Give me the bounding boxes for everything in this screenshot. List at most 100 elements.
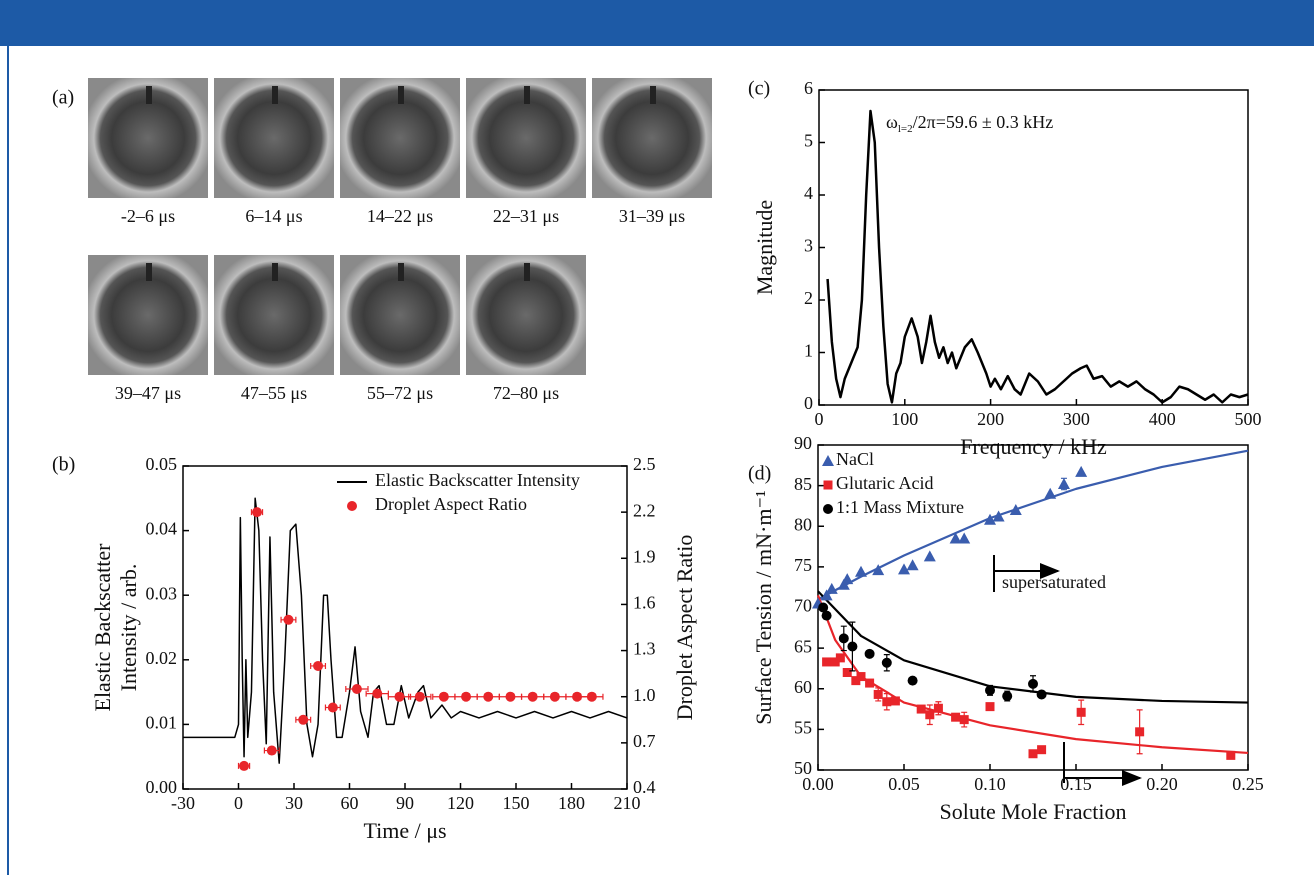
point bbox=[438, 691, 449, 702]
point bbox=[1028, 749, 1038, 759]
legend-swatch bbox=[823, 504, 833, 514]
image-label: 39–47 μs bbox=[115, 383, 181, 403]
x-tick-label: 150 bbox=[503, 793, 530, 813]
image-label: 6–14 μs bbox=[245, 206, 302, 226]
y2-tick-label: 0.7 bbox=[633, 731, 656, 751]
y-tick-label: 3 bbox=[804, 236, 813, 256]
point bbox=[825, 582, 838, 594]
point bbox=[864, 648, 875, 659]
point bbox=[865, 678, 875, 688]
y2-tick-label: 1.0 bbox=[633, 685, 656, 705]
x-tick-label: 120 bbox=[447, 793, 474, 813]
image-label: 47–55 μs bbox=[241, 383, 307, 403]
point bbox=[1037, 745, 1047, 755]
point bbox=[483, 691, 494, 702]
image-tint bbox=[398, 86, 404, 104]
point bbox=[881, 657, 892, 668]
image-tint bbox=[272, 263, 278, 281]
image-label: 31–39 μs bbox=[619, 206, 685, 226]
point bbox=[414, 691, 425, 702]
y-axis-title: Elastic Backscatter bbox=[90, 543, 115, 712]
point bbox=[372, 688, 383, 699]
point bbox=[992, 510, 1005, 522]
point bbox=[925, 710, 935, 720]
point bbox=[818, 602, 829, 613]
y-tick-label: 0.05 bbox=[146, 454, 178, 474]
legend-swatch bbox=[822, 455, 834, 466]
y-tick-label: 2 bbox=[804, 288, 813, 308]
point bbox=[830, 657, 840, 667]
point bbox=[855, 565, 867, 577]
x-tick-label: 0 bbox=[815, 409, 824, 429]
point bbox=[313, 660, 324, 671]
annotation-symbol: ω bbox=[886, 112, 898, 132]
y-tick-label: 85 bbox=[794, 474, 812, 494]
point bbox=[527, 691, 538, 702]
y-tick-label: 75 bbox=[794, 555, 812, 575]
legend-swatch bbox=[823, 480, 833, 490]
point bbox=[916, 704, 926, 714]
image-tint bbox=[272, 86, 278, 104]
y2-tick-label: 1.9 bbox=[633, 546, 656, 566]
point bbox=[985, 702, 995, 712]
y-tick-label: 65 bbox=[794, 636, 812, 656]
y-tick-label: 0.04 bbox=[146, 519, 178, 539]
legend-label: Droplet Aspect Ratio bbox=[375, 494, 527, 514]
legend-label: Glutaric Acid bbox=[836, 473, 933, 493]
y-tick-label: 90 bbox=[794, 433, 812, 453]
x-tick-label: 500 bbox=[1235, 409, 1262, 429]
y-axis-title: Intensity / arb. bbox=[116, 564, 141, 692]
legend-label: Elastic Backscatter Intensity bbox=[375, 470, 580, 490]
plot-frame bbox=[817, 444, 1249, 771]
panel-label: (c) bbox=[748, 78, 770, 100]
x-tick-label: 90 bbox=[396, 793, 414, 813]
annotation-subscript: l=2 bbox=[898, 123, 913, 135]
panel-label: (d) bbox=[748, 463, 771, 485]
x-tick-label: 300 bbox=[1063, 409, 1090, 429]
panel-label: (a) bbox=[52, 87, 74, 109]
y2-tick-label: 0.4 bbox=[633, 777, 656, 797]
y2-tick-label: 2.5 bbox=[633, 454, 656, 474]
x-tick-label: 200 bbox=[977, 409, 1004, 429]
x-tick-label: 180 bbox=[558, 793, 585, 813]
x-tick-label: 100 bbox=[891, 409, 918, 429]
point bbox=[1002, 691, 1013, 702]
plot-frame bbox=[818, 89, 1249, 406]
point bbox=[949, 532, 962, 544]
point bbox=[958, 532, 971, 544]
point bbox=[252, 507, 262, 518]
x-tick-label: 60 bbox=[341, 793, 359, 813]
point bbox=[890, 696, 900, 706]
y-tick-label: 55 bbox=[794, 718, 812, 738]
x-axis-title: Time / μs bbox=[363, 818, 446, 843]
x-tick-label: 30 bbox=[285, 793, 303, 813]
y2-tick-label: 1.3 bbox=[633, 639, 656, 659]
point bbox=[873, 689, 883, 699]
data-line bbox=[826, 109, 1249, 404]
header-bar bbox=[0, 0, 1314, 46]
x-axis-title: Frequency / kHz bbox=[960, 434, 1107, 459]
point bbox=[572, 691, 583, 702]
fit-line bbox=[816, 594, 1249, 755]
point bbox=[856, 672, 866, 682]
point bbox=[283, 614, 294, 625]
point bbox=[959, 715, 969, 725]
point bbox=[985, 685, 995, 696]
point bbox=[984, 513, 996, 525]
legend-swatch bbox=[347, 501, 357, 511]
y-tick-label: 0.02 bbox=[146, 648, 178, 668]
x-tick-label: 0.25 bbox=[1232, 774, 1264, 794]
point bbox=[1009, 504, 1022, 515]
point bbox=[847, 641, 858, 652]
annotation-text: /2π=59.6 ± 0.3 kHz bbox=[913, 112, 1054, 132]
point bbox=[906, 559, 919, 571]
y-tick-label: 6 bbox=[804, 78, 813, 98]
y-tick-label: 0.00 bbox=[146, 777, 178, 797]
x-tick-label: 210 bbox=[614, 793, 641, 813]
x-tick-label: 0.10 bbox=[974, 774, 1006, 794]
y-tick-label: 5 bbox=[804, 131, 813, 151]
point bbox=[327, 702, 338, 713]
legend-label: NaCl bbox=[836, 449, 874, 469]
point bbox=[266, 745, 277, 756]
